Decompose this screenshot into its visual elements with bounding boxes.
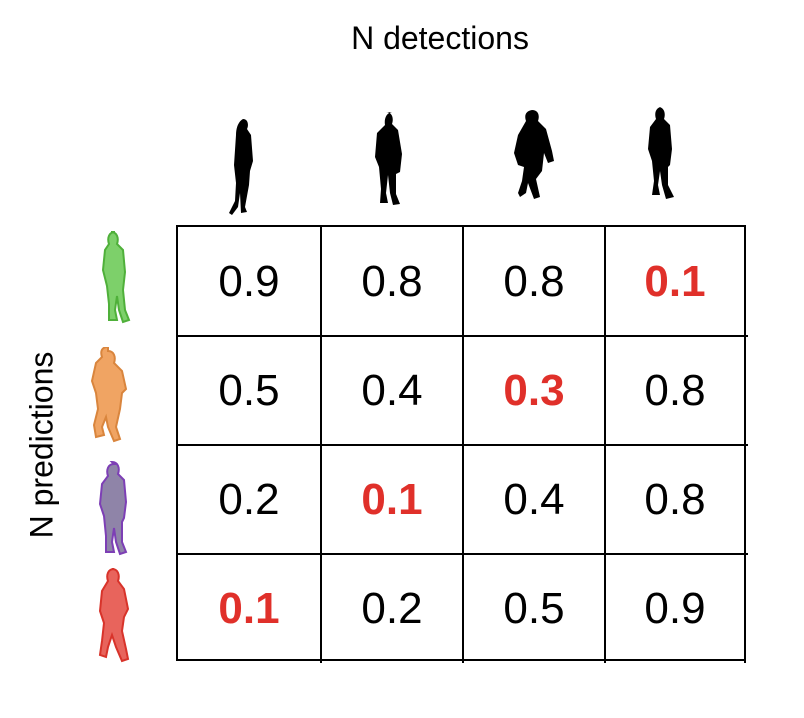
matrix-row-divider [178,335,748,337]
matrix-cell: 0.4 [320,336,462,445]
prediction-figure-3-icon [98,460,128,556]
matrix-cell: 0.8 [462,227,604,336]
matrix-cell: 0.2 [218,474,280,524]
matrix-cell: 0.5 [218,365,280,415]
detection-figure-1-icon [229,119,253,215]
matrix-row: 0.5 0.4 0.3 0.8 [178,336,746,445]
matrix-cell-highlighted: 0.1 [218,583,280,633]
detection-figure-4-icon [648,107,674,199]
prediction-figure-4-icon [98,568,130,663]
detection-figure-3-icon [514,110,554,199]
prediction-figure-2-icon [90,347,128,443]
matrix-cell: 0.8 [604,336,746,445]
matrix-cell: 0.8 [320,227,462,336]
matrix-cell-highlighted: 0.1 [604,227,746,336]
matrix-cell-highlighted: 0.3 [462,336,604,445]
detection-figure-2-icon [375,112,402,205]
matrix-row-divider [178,553,748,555]
row-axis-title-text: N predictions [23,351,60,539]
cost-matrix: 0.9 0.8 0.8 0.1 0.5 0.4 0.3 0.8 0.2 0.1 0.4 0.8 0.1 0… [176,225,748,663]
matrix-cell: 0.5 [462,554,604,663]
matrix-cell: 0.2 [320,554,462,663]
matrix-row: 0.9 0.8 0.8 0.1 [178,227,746,336]
matrix-row: 0.2 0.1 0.4 0.8 [178,445,746,554]
matrix-cell: 0.9 [604,554,746,663]
column-axis-title: N detections [351,20,529,56]
matrix-cell: 0.8 [604,445,746,554]
matrix-cell: 0.9 [218,256,280,306]
matrix-cell-highlighted: 0.1 [320,445,462,554]
prediction-figure-1-icon [101,231,131,324]
matrix-row-divider [178,444,748,446]
matrix-cell: 0.4 [462,445,604,554]
matrix-row: 0.1 0.2 0.5 0.9 [178,554,746,663]
